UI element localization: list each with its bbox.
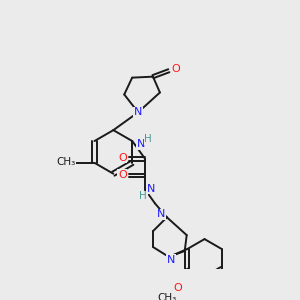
Text: N: N [157, 209, 165, 219]
Text: CH₃: CH₃ [56, 157, 75, 167]
Text: N: N [137, 139, 145, 149]
Text: N: N [147, 184, 155, 194]
Text: H: H [144, 134, 152, 144]
Text: CH₃: CH₃ [157, 292, 176, 300]
Text: H: H [139, 191, 147, 202]
Text: O: O [171, 64, 180, 74]
Text: N: N [167, 255, 175, 265]
Text: O: O [118, 170, 127, 180]
Text: O: O [173, 283, 182, 292]
Text: N: N [134, 107, 142, 117]
Text: O: O [118, 153, 127, 163]
